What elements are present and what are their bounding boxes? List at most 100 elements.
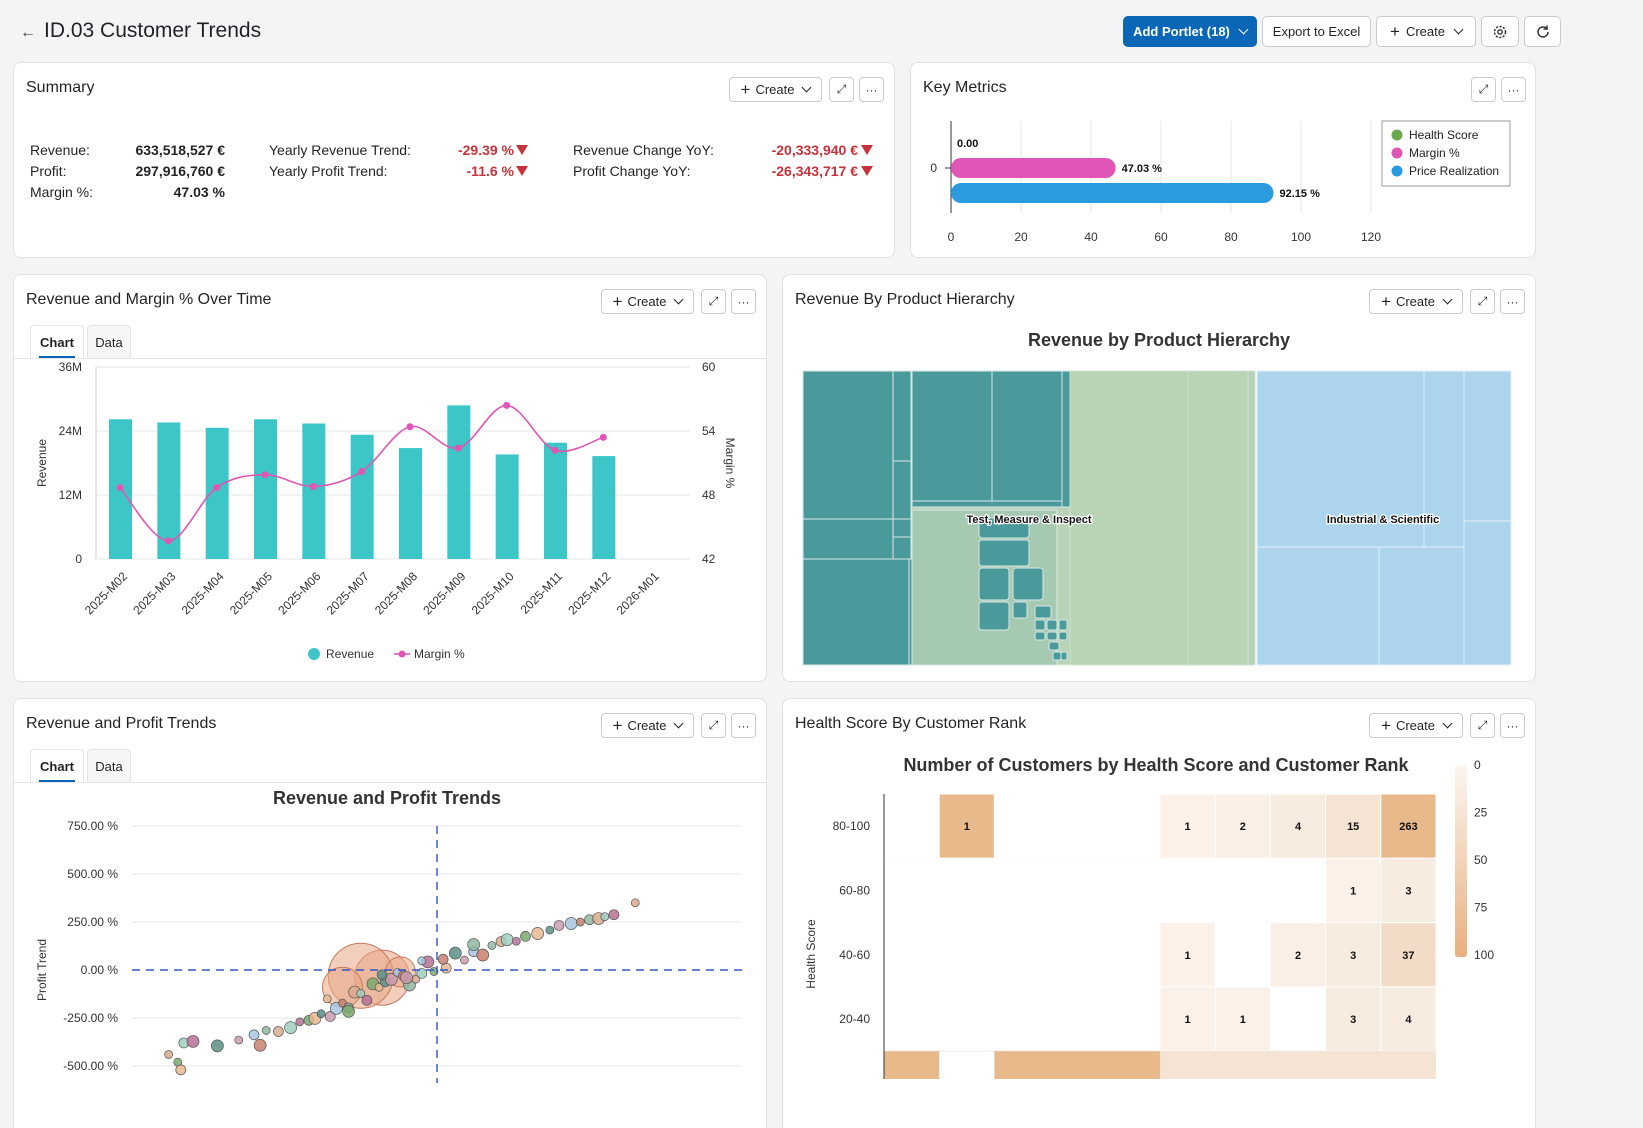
heatmap-cell [1380,986,1437,1052]
plus-icon: + [740,80,751,99]
more-icon: ··· [865,82,878,97]
more-button[interactable]: ··· [1501,77,1526,102]
tab-chart[interactable]: Chart [30,749,84,782]
heatmap-cell [1159,857,1216,924]
revenue-bar [157,422,181,559]
refresh-button[interactable] [1524,16,1561,47]
revenue-change-yoy-value: -20,333,940 € [771,142,858,158]
revenue-bar [205,427,229,559]
summary-portlet: Summary + Create ⤢ ··· Revenue: 633,518,5… [13,62,895,258]
expand-button[interactable]: ⤢ [701,713,726,738]
treemap-cell [802,370,894,520]
treemap-cell [892,536,912,560]
heatmap-cell [938,857,995,924]
heatmap-cell-value: 2 [1295,950,1301,962]
heatmap-cell-value: 1 [1350,885,1356,897]
treemap-cell [892,370,912,462]
treemap-cell [1034,605,1052,619]
treemap-chart-title: Revenue by Product Hierarchy [1027,330,1291,350]
yearly-profit-trend-label: Yearly Profit Trend: [269,163,388,179]
colorbar-tick-label: 0 [1474,758,1481,772]
expand-button[interactable]: ⤢ [829,77,854,102]
scatter-point [248,1029,260,1041]
heatmap-cell [1159,986,1216,1052]
heatmap-cell [1159,922,1216,988]
chevron-down-icon [1453,24,1464,35]
heatmap-cell-value: 3 [1350,950,1356,962]
y-axis-label: Profit Trend [35,939,49,1001]
more-icon: ··· [1506,718,1519,733]
heatmap-cell [1214,793,1271,859]
scatter-point [211,1039,224,1053]
treemap-cell [1012,601,1028,619]
more-button[interactable]: ··· [1500,713,1525,738]
treemap-cell [1060,651,1068,661]
y-tick-label: 500.00 % [67,867,118,881]
y-tick-label: 36M [59,360,82,374]
row-label: 80-100 [833,819,871,833]
scatter-point [284,1021,297,1034]
create-menu-button[interactable]: + Create [1376,16,1476,47]
scatter-point [511,936,521,946]
heatmap-cell [883,922,940,988]
tab-data-label: Data [95,758,123,774]
x-tick-label: 2025-M07 [324,569,372,617]
revenue-value: 633,518,527 € [135,142,225,158]
margin-point [551,446,559,454]
create-button[interactable]: + Create [1369,713,1463,738]
x-tick-label: 80 [1224,230,1238,244]
expand-button[interactable]: ⤢ [1471,77,1496,102]
create-button[interactable]: + Create [601,713,694,738]
tab-chart[interactable]: Chart [30,325,84,358]
more-icon: ··· [1507,82,1520,97]
more-button[interactable]: ··· [731,289,756,314]
plus-icon: + [1381,292,1391,311]
more-button[interactable]: ··· [1500,289,1525,314]
heatmap-cell [1049,857,1106,924]
scatter-point [273,1026,284,1037]
x-tick-label: 2025-M12 [565,569,613,617]
heatmap-cell-value: 1 [1185,950,1191,962]
chevron-down-icon [1238,24,1249,35]
tab-data[interactable]: Data [87,325,131,358]
legend-marker [1391,147,1403,159]
add-portlet-button[interactable]: Add Portlet (18) [1123,16,1257,47]
more-button[interactable]: ··· [859,77,884,102]
scatter-point [361,994,373,1006]
heatmap-cell-value: 263 [1399,821,1417,833]
metric-bar-label: 0.00 [957,138,978,150]
x-tick-label: 100 [1291,230,1311,244]
back-arrow-icon[interactable]: ← [20,24,36,41]
settings-button[interactable] [1481,16,1519,47]
more-button[interactable]: ··· [731,713,756,738]
heatmap-cell [1104,922,1161,988]
more-icon: ··· [737,718,750,733]
page-title: ID.03 Customer Trends [44,19,262,42]
margin-point [503,401,511,409]
create-button[interactable]: + Create [601,289,694,314]
treemap-cell [1256,546,1380,666]
expand-button[interactable]: ⤢ [701,289,726,314]
margin-point [164,537,172,545]
treemap-cell [802,518,894,560]
colorbar-tick-label: 100 [1474,948,1494,962]
create-button[interactable]: + Create [1369,289,1463,314]
refresh-icon [1536,25,1549,38]
heatmap-cell-value: 37 [1402,950,1414,962]
x-tick-label: 2025-M02 [82,569,130,617]
heatmap-cell-value: 4 [1405,1014,1412,1026]
treemap-cell [978,517,1030,539]
heatmap-cell-value: 1 [1185,821,1191,833]
expand-button[interactable]: ⤢ [1470,713,1495,738]
treemap-cell [991,370,1063,506]
expand-button[interactable]: ⤢ [1470,289,1495,314]
metric-bar-label: 92.15 % [1280,188,1321,200]
revenue-bar [399,448,422,559]
export-excel-button[interactable]: Export to Excel [1262,16,1371,47]
scatter-point [531,927,545,940]
create-button[interactable]: + Create [729,77,822,102]
heatmap-cell [1380,857,1437,924]
tab-data[interactable]: Data [87,749,131,782]
heatmap-cell [1269,857,1327,924]
heatmap-cell [1269,793,1327,859]
